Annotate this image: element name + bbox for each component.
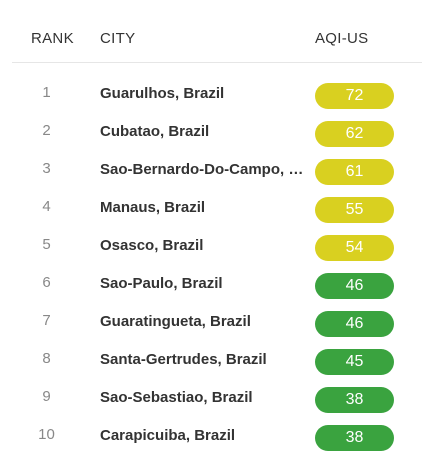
rank-number: 5: [42, 236, 51, 253]
city-link[interactable]: Cubatao, Brazil: [100, 123, 210, 140]
aqi-badge: 62: [315, 121, 394, 147]
city-link[interactable]: Sao-Paulo, Brazil: [100, 275, 223, 292]
aqi-badge: 46: [315, 311, 394, 337]
aqi-badge: 55: [315, 197, 394, 223]
aqi-badge: 46: [315, 273, 394, 299]
aqi-column-header[interactable]: AQI-US: [315, 30, 369, 47]
rank-number: 6: [42, 274, 51, 291]
city-link[interactable]: Guarulhos, Brazil: [100, 85, 225, 102]
table-row[interactable]: 9 Sao-Sebastiao, Brazil 38: [0, 380, 427, 418]
city-link[interactable]: Osasco, Brazil: [100, 237, 204, 254]
city-link[interactable]: Sao-Sebastiao, Brazil: [100, 389, 253, 406]
rank-number: 7: [42, 312, 51, 329]
city-link[interactable]: Santa-Gertrudes, Brazil: [100, 351, 267, 368]
aqi-badge: 54: [315, 235, 394, 261]
table-row[interactable]: 10 Carapicuiba, Brazil 38: [0, 418, 427, 456]
city-link[interactable]: Carapicuiba, Brazil: [100, 427, 236, 444]
table-row[interactable]: 4 Manaus, Brazil 55: [0, 190, 427, 228]
aqi-badge: 38: [315, 387, 394, 413]
table-row[interactable]: 3 Sao-Bernardo-Do-Campo, Brazil 61: [0, 152, 427, 190]
rank-number: 10: [38, 426, 55, 443]
table-row[interactable]: 8 Santa-Gertrudes, Brazil 45: [0, 342, 427, 380]
city-column-header[interactable]: CITY: [100, 30, 136, 47]
rank-number: 2: [42, 122, 51, 139]
header-divider: [12, 62, 422, 63]
aqi-badge: 45: [315, 349, 394, 375]
aqi-badge: 72: [315, 83, 394, 109]
rank-number: 8: [42, 350, 51, 367]
city-link[interactable]: Sao-Bernardo-Do-Campo, Brazil: [100, 161, 314, 178]
table-header: RANK CITY AQI-US: [0, 0, 427, 62]
aqi-badge: 61: [315, 159, 394, 185]
table-row[interactable]: 7 Guaratingueta, Brazil 46: [0, 304, 427, 342]
aqi-badge: 38: [315, 425, 394, 451]
table-row[interactable]: 6 Sao-Paulo, Brazil 46: [0, 266, 427, 304]
city-link[interactable]: Guaratingueta, Brazil: [100, 313, 251, 330]
city-link[interactable]: Manaus, Brazil: [100, 199, 206, 216]
table-row[interactable]: 5 Osasco, Brazil 54: [0, 228, 427, 266]
rank-number: 1: [42, 84, 51, 101]
rank-number: 3: [42, 160, 51, 177]
table-row[interactable]: 2 Cubatao, Brazil 62: [0, 114, 427, 152]
rank-number: 4: [42, 198, 51, 215]
rank-number: 9: [42, 388, 51, 405]
table-row[interactable]: 1 Guarulhos, Brazil 72: [0, 76, 427, 114]
rank-column-header[interactable]: RANK: [31, 30, 74, 47]
table-body: 1 Guarulhos, Brazil 72 2 Cubatao, Brazil…: [0, 76, 427, 456]
